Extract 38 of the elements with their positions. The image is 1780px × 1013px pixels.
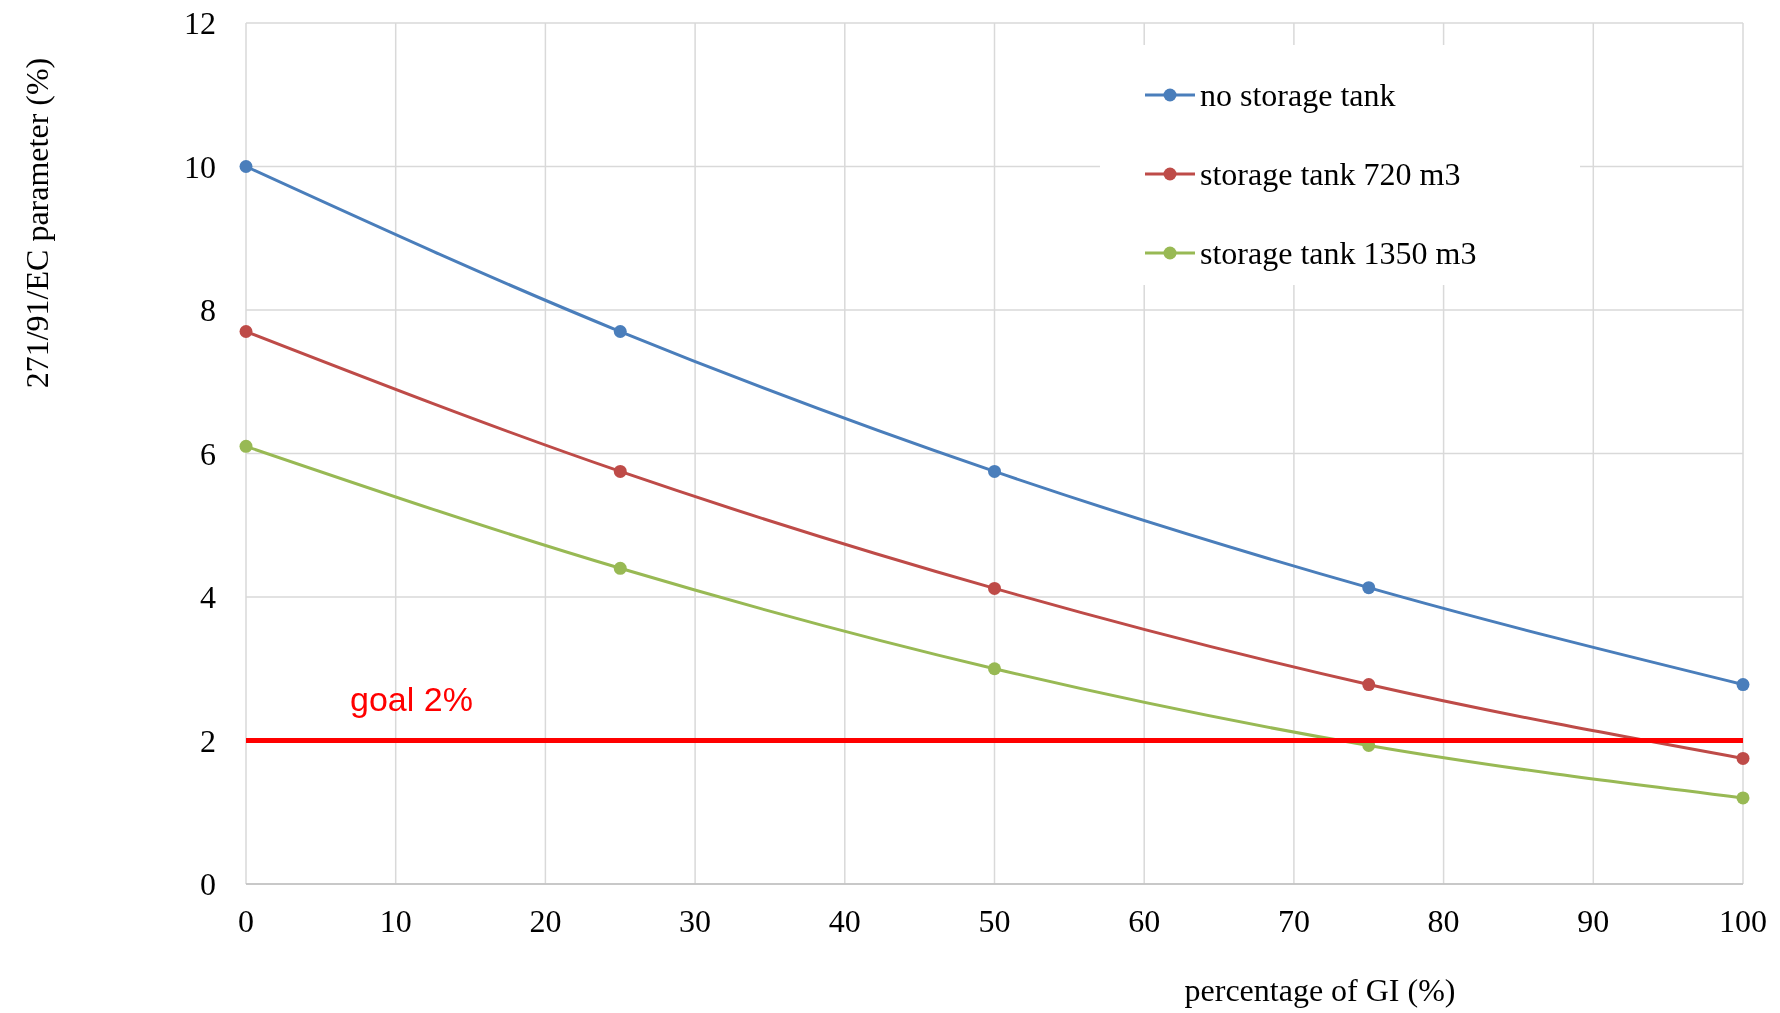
point (239, 160, 253, 173)
point (988, 464, 1001, 478)
y-tick-label: 4 (200, 579, 216, 615)
x-tick-label: 0 (238, 903, 254, 939)
point (613, 561, 627, 575)
point (613, 325, 627, 339)
x-tick-label: 40 (828, 903, 861, 939)
y-tick-label: 2 (200, 722, 216, 759)
x-tick-label: 90 (1577, 903, 1610, 939)
y-tick-label: 12 (184, 5, 216, 41)
legend-label: storage tank 1350 m3 (1200, 235, 1477, 271)
x-tick-label: 20 (529, 903, 562, 939)
point (1362, 581, 1376, 595)
x-axis-title: percentage of GI (%) (1184, 972, 1456, 1008)
point (1736, 678, 1750, 692)
x-tick-label: 10 (379, 903, 412, 939)
y-tick-label: 0 (200, 866, 216, 902)
point (988, 662, 1001, 676)
y-tick-label: 6 (200, 435, 216, 472)
x-tick-label: 100 (1719, 903, 1767, 939)
x-tick-label: 70 (1277, 903, 1310, 939)
ref-line-label: goal 2% (350, 679, 473, 718)
point (239, 439, 253, 453)
x-tick-label: 30 (679, 903, 712, 939)
y-tick-label: 10 (184, 148, 216, 185)
y-axis-title: 271/91/EC parameter (%) (19, 57, 55, 389)
legend-label: no storage tank (1200, 77, 1396, 113)
point (1736, 751, 1750, 765)
point (239, 325, 253, 339)
legend-label: storage tank 720 m3 (1200, 156, 1461, 192)
point (988, 581, 1001, 595)
point (1736, 791, 1750, 805)
y-tick-label: 8 (200, 292, 216, 328)
x-tick-label: 50 (978, 903, 1011, 939)
point (1362, 678, 1376, 692)
x-tick-label: 80 (1427, 903, 1460, 939)
x-tick-label: 60 (1128, 903, 1161, 939)
point (613, 464, 627, 478)
